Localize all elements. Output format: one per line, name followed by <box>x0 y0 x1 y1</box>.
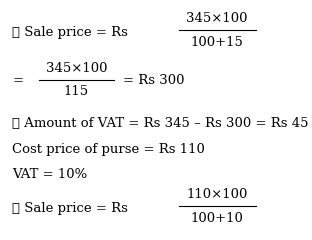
Text: = Rs 300: = Rs 300 <box>123 74 185 87</box>
Text: 115: 115 <box>64 85 89 98</box>
Text: VAT = 10%: VAT = 10% <box>12 168 88 180</box>
Text: 345×100: 345×100 <box>46 62 107 75</box>
Text: =: = <box>12 74 23 87</box>
Text: ∴ Sale price = Rs: ∴ Sale price = Rs <box>12 26 128 39</box>
Text: Cost price of purse = Rs 110: Cost price of purse = Rs 110 <box>12 144 205 156</box>
Text: 345×100: 345×100 <box>186 12 248 24</box>
Text: 100+10: 100+10 <box>190 212 243 225</box>
Text: ∴ Amount of VAT = Rs 345 – Rs 300 = Rs 45: ∴ Amount of VAT = Rs 345 – Rs 300 = Rs 4… <box>12 117 309 130</box>
Text: 110×100: 110×100 <box>186 188 247 201</box>
Text: ∴ Sale price = Rs: ∴ Sale price = Rs <box>12 202 128 215</box>
Text: 100+15: 100+15 <box>190 36 243 48</box>
